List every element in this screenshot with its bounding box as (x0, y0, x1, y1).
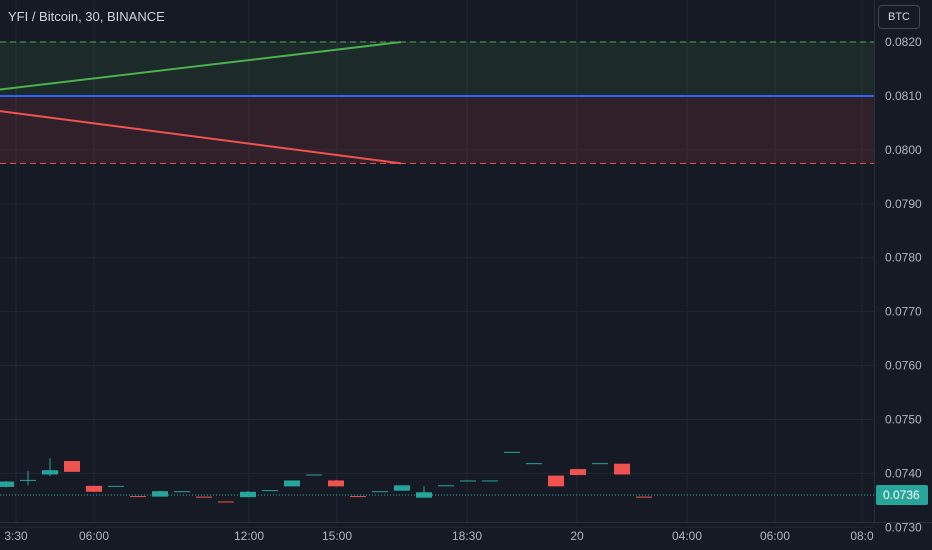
candle (482, 480, 498, 482)
price-tick-label: 0.0730 (885, 520, 922, 534)
candle (42, 458, 58, 477)
candle (460, 480, 476, 482)
candle-body (42, 470, 58, 475)
price-tick-label: 0.0790 (885, 197, 922, 211)
candle (108, 485, 124, 487)
candle-body (416, 492, 432, 498)
time-tick-label: 04:00 (672, 529, 702, 543)
candle-body (240, 491, 256, 498)
candle-body (504, 451, 520, 453)
candle (174, 491, 190, 493)
profit-zone (0, 42, 874, 96)
price-tick-label: 0.0760 (885, 359, 922, 373)
time-tick-label: 06:00 (79, 529, 109, 543)
time-tick-label: 12:00 (234, 529, 264, 543)
candle-body (372, 491, 388, 493)
currency-button[interactable]: BTC (878, 5, 920, 29)
candle-body (592, 463, 608, 465)
symbol-title: YFI / Bitcoin, 30, BINANCE (8, 9, 165, 24)
candle-body (262, 490, 278, 492)
candle (262, 490, 278, 492)
stop-trend-line (0, 110, 402, 165)
time-tick-label: 3:30 (4, 529, 28, 543)
candle (614, 463, 630, 475)
time-tick-label: 20 (570, 529, 584, 543)
candle-body (196, 496, 212, 498)
price-tick-label: 0.0750 (885, 413, 922, 427)
candle (570, 469, 586, 476)
candle-body (86, 485, 102, 492)
candle (438, 485, 454, 487)
candle-body (570, 469, 586, 476)
candles (0, 451, 652, 503)
candle (416, 486, 432, 498)
candle (0, 480, 14, 488)
candle-body (438, 485, 454, 487)
candle-body (64, 461, 80, 472)
time-tick-label: 15:00 (322, 529, 352, 543)
candle (350, 496, 366, 498)
candle-body (482, 480, 498, 482)
candle (86, 485, 102, 492)
loss-zone (0, 95, 874, 164)
candle (526, 463, 542, 465)
candle-body (526, 463, 542, 465)
price-tick-label: 0.0770 (885, 305, 922, 319)
candle-body (20, 479, 36, 481)
candle-body (306, 474, 322, 476)
price-axis[interactable]: 0.0820 0.0810 0.0800 0.0790 0.0780 0.0770 0.07… (874, 0, 929, 534)
candle-body (0, 481, 14, 487)
candle (306, 474, 322, 476)
candle-body (108, 485, 124, 487)
candle (328, 479, 344, 487)
candle-body (394, 485, 410, 491)
price-tick-label: 0.0810 (885, 89, 922, 103)
candle (240, 491, 256, 498)
candle (130, 496, 146, 498)
candle-body (350, 496, 366, 498)
target-trend-line (0, 41, 402, 91)
candle (548, 475, 564, 487)
candle-body (460, 480, 476, 482)
candle (218, 501, 234, 503)
candle (152, 490, 168, 497)
last-price-badge (876, 485, 928, 505)
candle-body (614, 463, 630, 475)
candle-body (284, 480, 300, 487)
last-price-label: 0.0736 (883, 488, 920, 502)
candle (504, 451, 520, 453)
time-axis[interactable]: 3:30 06:00 12:00 15:00 18:30 20 04:00 06:00 08:0 (0, 522, 932, 544)
candle (372, 491, 388, 493)
candle-body (174, 491, 190, 493)
candle-body (328, 480, 344, 487)
candle (284, 480, 300, 487)
time-tick-label: 08:0 (850, 529, 874, 543)
candle-body (130, 496, 146, 498)
candle (394, 485, 410, 491)
price-tick-label: 0.0740 (885, 466, 922, 480)
position-zones (0, 42, 874, 164)
candle (64, 461, 80, 472)
candle-body (152, 491, 168, 497)
price-tick-label: 0.0820 (885, 35, 922, 49)
candle (20, 470, 36, 486)
candle-body (218, 501, 234, 503)
candle-body (636, 496, 652, 498)
candle-body (548, 475, 564, 487)
candle (636, 496, 652, 498)
price-tick-label: 0.0780 (885, 251, 922, 265)
price-tick-label: 0.0800 (885, 143, 922, 157)
time-tick-label: 18:30 (452, 529, 482, 543)
position-lines (0, 41, 874, 496)
time-tick-label: 06:00 (760, 529, 790, 543)
candle (196, 496, 212, 498)
candle (592, 463, 608, 465)
